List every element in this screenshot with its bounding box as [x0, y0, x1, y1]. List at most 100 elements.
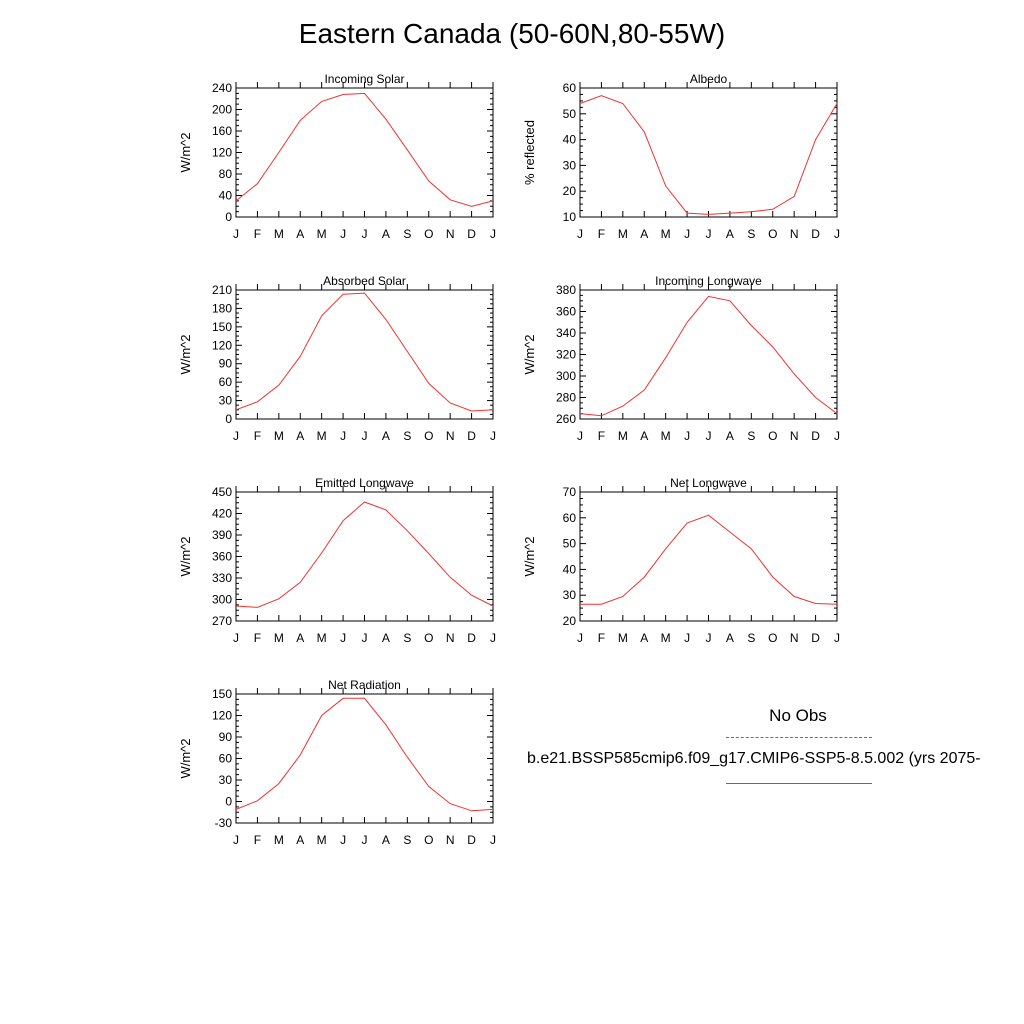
y-tick-label: 300	[212, 593, 232, 607]
y-tick-label: 340	[556, 326, 576, 340]
y-axis-label: W/m^2	[178, 132, 193, 172]
x-tick-label: S	[403, 833, 411, 847]
x-tick-label: D	[467, 631, 476, 645]
x-tick-label: J	[577, 631, 583, 645]
y-axis-label: W/m^2	[178, 738, 193, 778]
y-tick-label: 210	[212, 283, 232, 297]
x-tick-label: J	[706, 227, 712, 241]
x-tick-label: J	[233, 833, 239, 847]
x-tick-label: F	[254, 631, 261, 645]
page-title: Eastern Canada (50-60N,80-55W)	[298, 18, 726, 49]
y-tick-label: 30	[563, 588, 577, 602]
plot-frame	[579, 491, 838, 622]
x-tick-label: J	[577, 429, 583, 443]
x-tick-label: D	[811, 227, 820, 241]
x-tick-label: D	[467, 227, 476, 241]
y-axis-label: W/m^2	[178, 334, 193, 374]
y-tick-label: 30	[219, 773, 233, 787]
legend-model-label: b.e21.BSSP585cmip6.f09_g17.CMIP6-SSP5-8.…	[527, 750, 981, 767]
y-axis-label: W/m^2	[522, 536, 537, 576]
y-tick-label: 0	[225, 795, 232, 809]
y-tick-label: 0	[225, 210, 232, 224]
x-tick-label: M	[661, 227, 671, 241]
y-tick-label: 0	[225, 412, 232, 426]
legend-obs-line	[726, 737, 872, 738]
x-tick-label: M	[317, 429, 327, 443]
x-tick-label: M	[274, 833, 284, 847]
x-tick-label: J	[684, 429, 690, 443]
y-tick-label: 60	[563, 511, 577, 525]
y-tick-label: 260	[556, 412, 576, 426]
y-tick-label: 90	[219, 730, 233, 744]
x-tick-label: N	[446, 227, 455, 241]
x-tick-label: A	[640, 631, 648, 645]
chart-panel-4: Emitted Longwave W/m^2 270 300 330 360 390 420 4…	[178, 476, 496, 645]
x-tick-label: M	[317, 833, 327, 847]
series-line-0	[579, 295, 838, 417]
x-tick-label: A	[640, 429, 648, 443]
y-tick-label: 30	[563, 158, 577, 172]
plot-frame	[579, 87, 838, 218]
chart-title: Incoming Longwave	[655, 274, 762, 288]
y-tick-label: -30	[215, 816, 233, 830]
y-tick-label: 70	[563, 485, 577, 499]
x-tick-label: J	[490, 227, 496, 241]
x-tick-label: N	[446, 429, 455, 443]
x-tick-label: J	[834, 631, 840, 645]
y-tick-label: 50	[563, 537, 577, 551]
x-tick-label: M	[274, 227, 284, 241]
x-tick-label: A	[382, 429, 390, 443]
x-tick-label: J	[684, 631, 690, 645]
x-tick-label: J	[706, 429, 712, 443]
x-tick-label: M	[317, 631, 327, 645]
x-tick-label: F	[598, 429, 605, 443]
chart-title: Albedo	[690, 72, 728, 86]
x-tick-label: S	[403, 631, 411, 645]
chart-title: Incoming Solar	[324, 72, 404, 86]
chart-title: Absorbed Solar	[323, 274, 406, 288]
chart-title: Emitted Longwave	[315, 476, 414, 490]
y-tick-label: 90	[219, 357, 233, 371]
x-tick-label: A	[296, 227, 304, 241]
y-tick-label: 40	[563, 562, 577, 576]
legend-model-line	[726, 783, 872, 784]
x-tick-label: A	[726, 429, 734, 443]
x-tick-label: F	[254, 429, 261, 443]
y-tick-label: 360	[556, 305, 576, 319]
x-tick-label: J	[340, 833, 346, 847]
x-tick-label: O	[424, 429, 433, 443]
x-tick-label: M	[618, 631, 628, 645]
y-tick-label: 300	[556, 369, 576, 383]
x-tick-label: J	[706, 631, 712, 645]
x-tick-label: O	[424, 227, 433, 241]
y-tick-label: 150	[212, 687, 232, 701]
y-tick-label: 30	[219, 394, 233, 408]
x-tick-label: O	[768, 631, 777, 645]
y-tick-label: 60	[563, 81, 577, 95]
x-tick-label: S	[403, 227, 411, 241]
y-tick-label: 150	[212, 320, 232, 334]
x-tick-label: J	[362, 833, 368, 847]
x-tick-label: S	[747, 227, 755, 241]
y-tick-label: 120	[212, 338, 232, 352]
x-tick-label: O	[424, 631, 433, 645]
x-tick-label: M	[618, 227, 628, 241]
y-tick-label: 320	[556, 348, 576, 362]
y-axis-label: W/m^2	[522, 334, 537, 374]
y-tick-label: 240	[212, 81, 232, 95]
chart-title: Net Longwave	[670, 476, 747, 490]
x-tick-label: M	[661, 631, 671, 645]
legend-obs-label: No Obs	[769, 706, 827, 725]
x-tick-label: D	[467, 833, 476, 847]
x-tick-label: N	[790, 227, 799, 241]
x-tick-label: M	[274, 631, 284, 645]
x-tick-label: O	[768, 429, 777, 443]
y-tick-label: 60	[219, 752, 233, 766]
y-tick-label: 20	[563, 614, 577, 628]
x-tick-label: J	[490, 429, 496, 443]
x-tick-label: S	[747, 429, 755, 443]
series-line-0	[580, 514, 838, 605]
